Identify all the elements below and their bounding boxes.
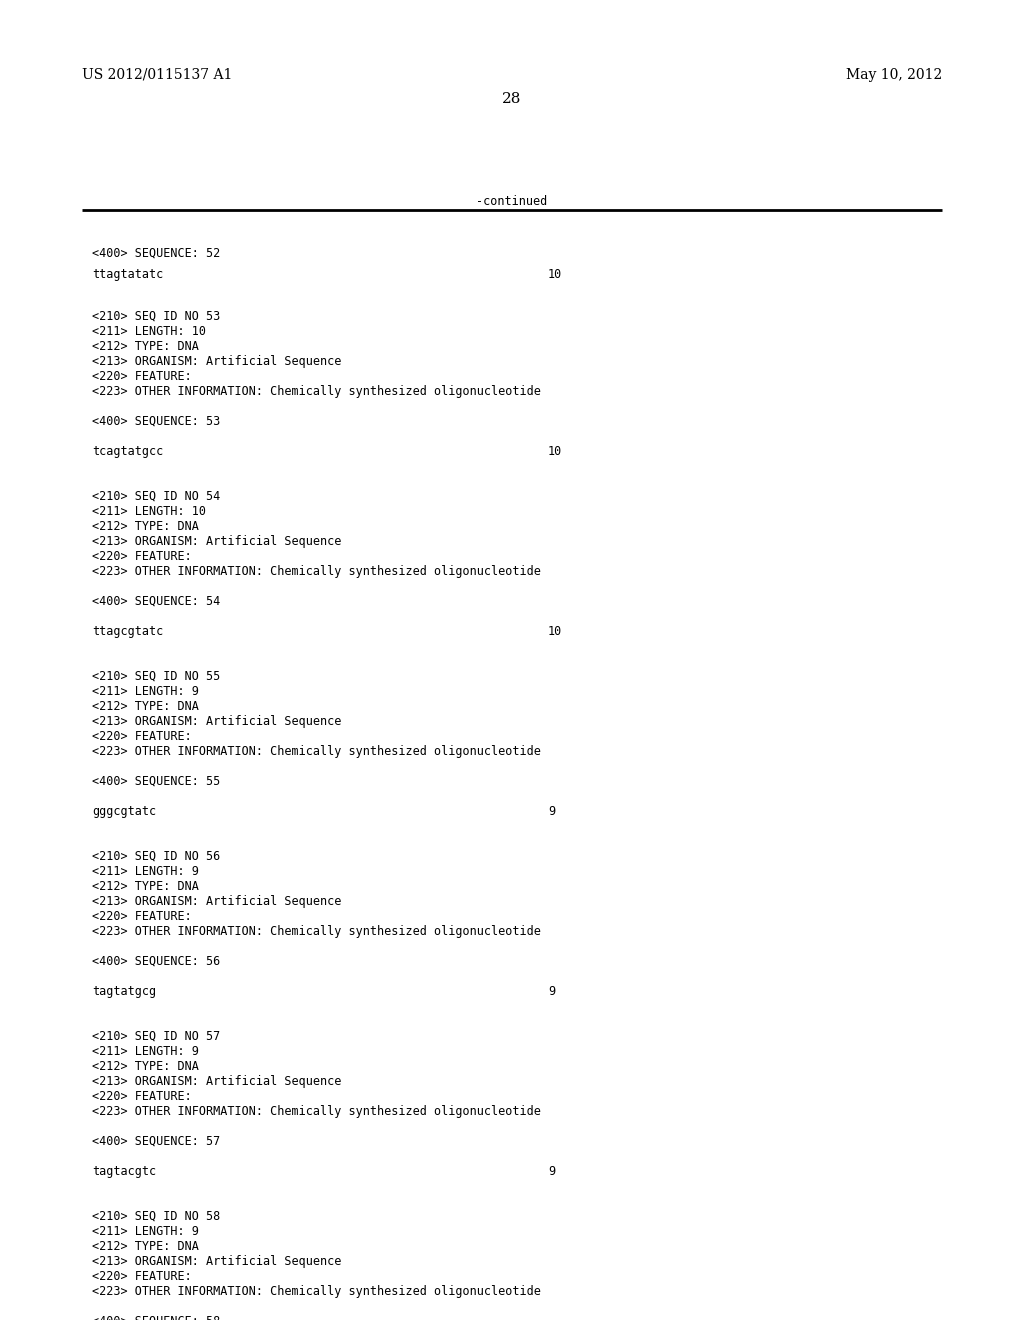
Text: <210> SEQ ID NO 56: <210> SEQ ID NO 56 (92, 850, 220, 863)
Text: 10: 10 (548, 445, 562, 458)
Text: 10: 10 (548, 624, 562, 638)
Text: <213> ORGANISM: Artificial Sequence: <213> ORGANISM: Artificial Sequence (92, 895, 342, 908)
Text: <211> LENGTH: 9: <211> LENGTH: 9 (92, 1045, 199, 1059)
Text: May 10, 2012: May 10, 2012 (846, 69, 942, 82)
Text: <210> SEQ ID NO 53: <210> SEQ ID NO 53 (92, 310, 220, 323)
Text: 9: 9 (548, 1166, 555, 1177)
Text: <400> SEQUENCE: 53: <400> SEQUENCE: 53 (92, 414, 220, 428)
Text: <220> FEATURE:: <220> FEATURE: (92, 370, 191, 383)
Text: <210> SEQ ID NO 55: <210> SEQ ID NO 55 (92, 671, 220, 682)
Text: ttagcgtatc: ttagcgtatc (92, 624, 164, 638)
Text: 28: 28 (503, 92, 521, 106)
Text: <220> FEATURE:: <220> FEATURE: (92, 730, 191, 743)
Text: <212> TYPE: DNA: <212> TYPE: DNA (92, 341, 199, 352)
Text: 9: 9 (548, 805, 555, 818)
Text: -continued: -continued (476, 195, 548, 209)
Text: <400> SEQUENCE: 55: <400> SEQUENCE: 55 (92, 775, 220, 788)
Text: ttagtatatc: ttagtatatc (92, 268, 164, 281)
Text: <210> SEQ ID NO 57: <210> SEQ ID NO 57 (92, 1030, 220, 1043)
Text: <211> LENGTH: 9: <211> LENGTH: 9 (92, 1225, 199, 1238)
Text: <211> LENGTH: 10: <211> LENGTH: 10 (92, 325, 206, 338)
Text: <400> SEQUENCE: 52: <400> SEQUENCE: 52 (92, 247, 220, 260)
Text: <220> FEATURE:: <220> FEATURE: (92, 909, 191, 923)
Text: <212> TYPE: DNA: <212> TYPE: DNA (92, 520, 199, 533)
Text: gggcgtatc: gggcgtatc (92, 805, 157, 818)
Text: <400> SEQUENCE: 54: <400> SEQUENCE: 54 (92, 595, 220, 609)
Text: <220> FEATURE:: <220> FEATURE: (92, 1090, 191, 1104)
Text: <213> ORGANISM: Artificial Sequence: <213> ORGANISM: Artificial Sequence (92, 715, 342, 729)
Text: <400> SEQUENCE: 58: <400> SEQUENCE: 58 (92, 1315, 220, 1320)
Text: <211> LENGTH: 9: <211> LENGTH: 9 (92, 865, 199, 878)
Text: 10: 10 (548, 268, 562, 281)
Text: <223> OTHER INFORMATION: Chemically synthesized oligonucleotide: <223> OTHER INFORMATION: Chemically synt… (92, 744, 541, 758)
Text: <212> TYPE: DNA: <212> TYPE: DNA (92, 1239, 199, 1253)
Text: <212> TYPE: DNA: <212> TYPE: DNA (92, 700, 199, 713)
Text: <223> OTHER INFORMATION: Chemically synthesized oligonucleotide: <223> OTHER INFORMATION: Chemically synt… (92, 565, 541, 578)
Text: <210> SEQ ID NO 54: <210> SEQ ID NO 54 (92, 490, 220, 503)
Text: <400> SEQUENCE: 57: <400> SEQUENCE: 57 (92, 1135, 220, 1148)
Text: US 2012/0115137 A1: US 2012/0115137 A1 (82, 69, 232, 82)
Text: <400> SEQUENCE: 56: <400> SEQUENCE: 56 (92, 954, 220, 968)
Text: <212> TYPE: DNA: <212> TYPE: DNA (92, 880, 199, 894)
Text: <213> ORGANISM: Artificial Sequence: <213> ORGANISM: Artificial Sequence (92, 1255, 342, 1269)
Text: 9: 9 (548, 985, 555, 998)
Text: <220> FEATURE:: <220> FEATURE: (92, 550, 191, 564)
Text: <211> LENGTH: 10: <211> LENGTH: 10 (92, 506, 206, 517)
Text: <223> OTHER INFORMATION: Chemically synthesized oligonucleotide: <223> OTHER INFORMATION: Chemically synt… (92, 1284, 541, 1298)
Text: <210> SEQ ID NO 58: <210> SEQ ID NO 58 (92, 1210, 220, 1224)
Text: <212> TYPE: DNA: <212> TYPE: DNA (92, 1060, 199, 1073)
Text: tagtatgcg: tagtatgcg (92, 985, 157, 998)
Text: tcagtatgcc: tcagtatgcc (92, 445, 164, 458)
Text: tagtacgtc: tagtacgtc (92, 1166, 157, 1177)
Text: <220> FEATURE:: <220> FEATURE: (92, 1270, 191, 1283)
Text: <213> ORGANISM: Artificial Sequence: <213> ORGANISM: Artificial Sequence (92, 535, 342, 548)
Text: <213> ORGANISM: Artificial Sequence: <213> ORGANISM: Artificial Sequence (92, 355, 342, 368)
Text: <223> OTHER INFORMATION: Chemically synthesized oligonucleotide: <223> OTHER INFORMATION: Chemically synt… (92, 385, 541, 399)
Text: <223> OTHER INFORMATION: Chemically synthesized oligonucleotide: <223> OTHER INFORMATION: Chemically synt… (92, 925, 541, 939)
Text: <223> OTHER INFORMATION: Chemically synthesized oligonucleotide: <223> OTHER INFORMATION: Chemically synt… (92, 1105, 541, 1118)
Text: <213> ORGANISM: Artificial Sequence: <213> ORGANISM: Artificial Sequence (92, 1074, 342, 1088)
Text: <211> LENGTH: 9: <211> LENGTH: 9 (92, 685, 199, 698)
